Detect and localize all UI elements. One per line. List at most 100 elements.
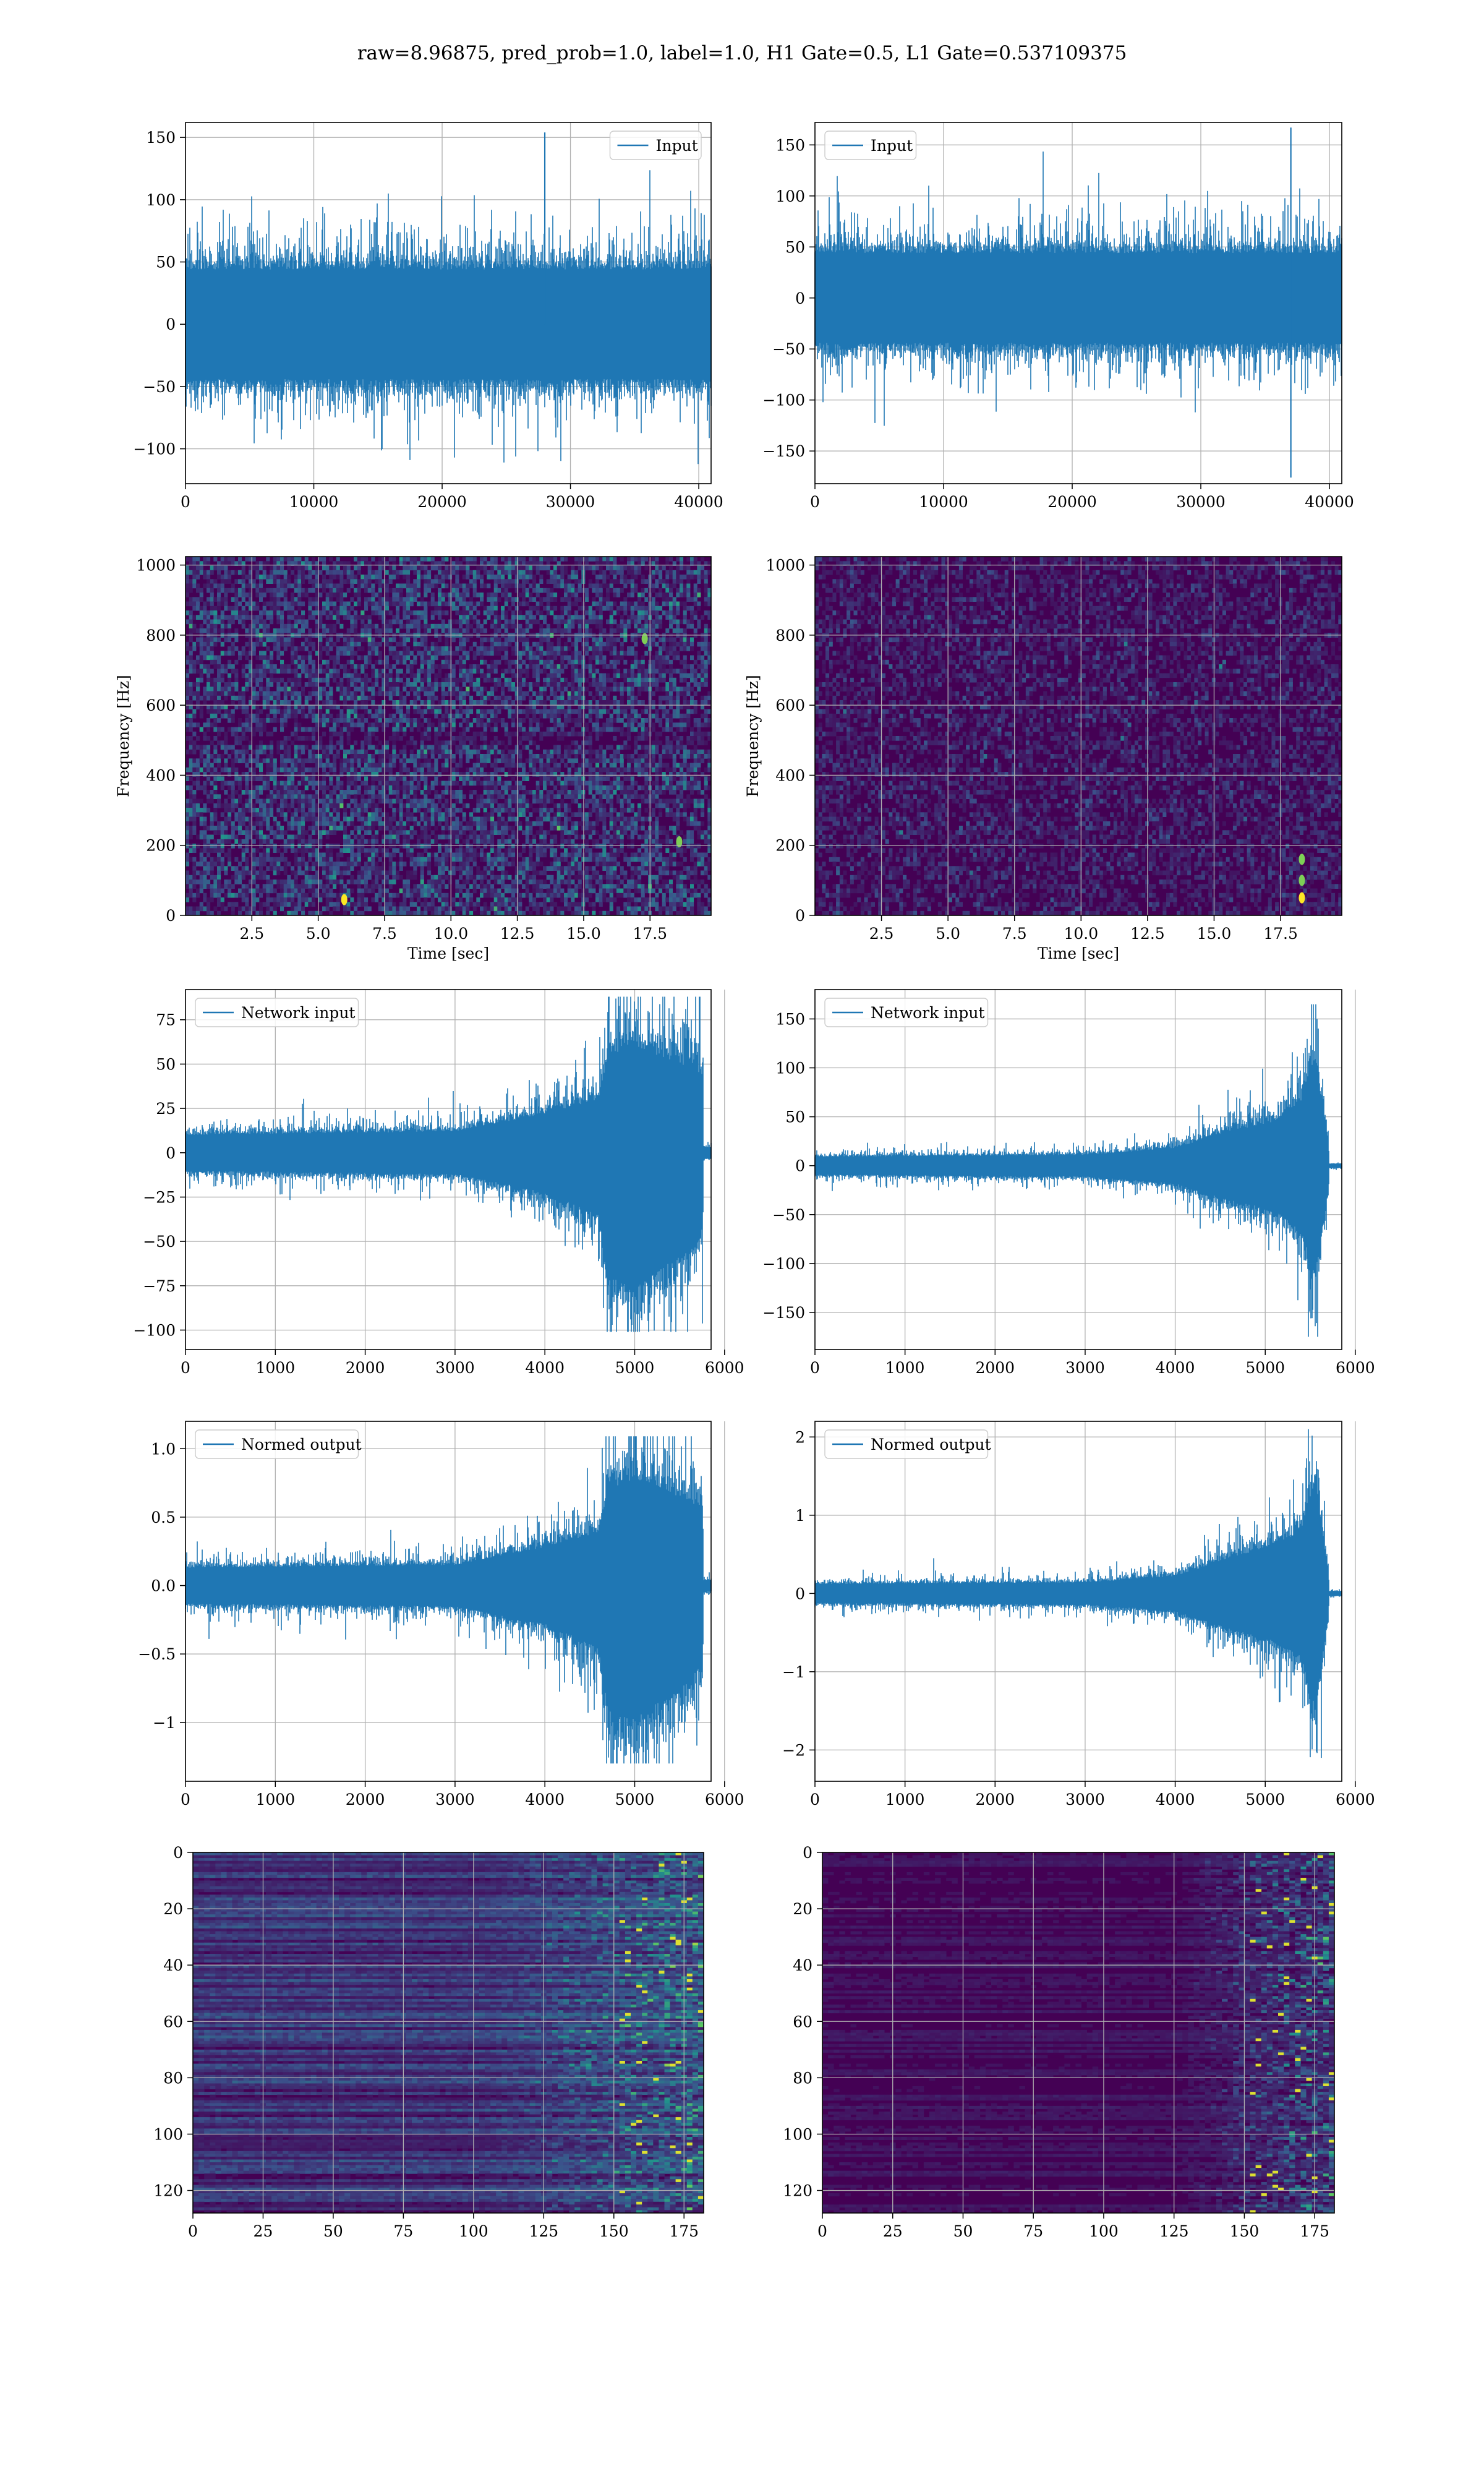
x-tick-label: 2.5 [869, 925, 894, 943]
y-tick-label: −50 [772, 340, 805, 358]
y-tick-label: 20 [163, 1900, 183, 1918]
x-tick-label: 5000 [615, 1791, 655, 1808]
y-tick-label: −100 [762, 392, 805, 409]
x-tick-label: 12.5 [1130, 925, 1165, 943]
x-tick-label: 100 [459, 2222, 488, 2240]
series-trace [186, 997, 711, 1332]
x-tick-label: 6000 [705, 1359, 744, 1377]
series-trace [186, 170, 711, 464]
y-tick-label: −100 [133, 1321, 176, 1339]
x-tick-label: 6000 [705, 1791, 744, 1808]
y-tick-label: −150 [762, 442, 805, 460]
y-tick-label: 400 [775, 766, 805, 784]
x-tick-label: 4000 [525, 1791, 565, 1808]
x-tick-label: 1000 [255, 1359, 295, 1377]
y-tick-label: −0.5 [138, 1645, 176, 1663]
x-tick-label: 0 [181, 1791, 190, 1808]
y-tick-label: −1 [782, 1663, 805, 1681]
y-tick-label: 150 [146, 129, 176, 147]
x-tick-label: 0 [181, 1359, 190, 1377]
x-tick-label: 0 [188, 2222, 198, 2240]
y-tick-label: 150 [775, 136, 805, 154]
y-tick-label: 80 [793, 2069, 812, 2087]
y-tick-label: 120 [153, 2182, 183, 2200]
y-tick-label: −50 [143, 378, 176, 396]
x-tick-label: 100 [1089, 2222, 1119, 2240]
y-tick-label: 0 [173, 1844, 183, 1862]
l1-input-chart: 0 10000 20000 30000 40000−150−100−5005010015… [762, 122, 1354, 511]
heatmap-hotspot [341, 894, 348, 905]
x-tick-label: 3000 [1065, 1359, 1105, 1377]
heatmap-hotspot [1298, 892, 1305, 904]
x-tick-label: 40000 [674, 493, 723, 511]
x-axis-label: Time [sec] [407, 944, 489, 962]
x-tick-label: 15.0 [1197, 925, 1232, 943]
series-trace [815, 152, 1342, 426]
x-tick-label: 7.5 [1002, 925, 1027, 943]
y-axis-label: Frequency [Hz] [114, 675, 132, 797]
series-trace [186, 1436, 711, 1763]
x-tick-label: 4000 [1156, 1359, 1195, 1377]
y-tick-label: 1 [795, 1507, 805, 1525]
y-tick-label: 80 [163, 2069, 183, 2087]
y-tick-label: 100 [146, 191, 176, 209]
y-tick-label: 0.0 [151, 1577, 176, 1595]
x-tick-label: 5000 [1245, 1359, 1285, 1377]
x-tick-label: 10000 [289, 493, 339, 511]
x-tick-label: 12.5 [500, 925, 535, 943]
y-tick-label: 200 [146, 837, 176, 855]
y-tick-label: −75 [143, 1277, 176, 1295]
y-tick-label: −2 [782, 1741, 805, 1759]
x-tick-label: 5000 [1245, 1791, 1285, 1808]
x-tick-label: 5000 [615, 1359, 655, 1377]
x-tick-label: 17.5 [1263, 925, 1298, 943]
y-tick-label: 0 [795, 1585, 805, 1603]
y-tick-label: 0 [166, 907, 176, 925]
x-tick-label: 30000 [546, 493, 595, 511]
x-tick-label: 3000 [1065, 1791, 1105, 1808]
legend-label: Normed output [871, 1436, 991, 1453]
h1-normed-output-chart: 0 1000 2000 3000 4000 5000 6000−1−0.50.00.51.0… [138, 1421, 744, 1808]
x-tick-label: 5.0 [306, 925, 331, 943]
y-tick-label: 25 [156, 1100, 176, 1118]
x-tick-label: 10000 [919, 493, 968, 511]
l1-network-input-chart: 0 1000 2000 3000 4000 5000 6000−150−100−500501… [762, 990, 1375, 1377]
y-tick-label: 0 [166, 315, 176, 333]
x-tick-label: 4000 [525, 1359, 565, 1377]
x-tick-label: 2000 [346, 1359, 385, 1377]
y-tick-label: 600 [146, 696, 176, 714]
x-tick-label: 3000 [435, 1359, 475, 1377]
y-tick-label: 100 [783, 2125, 812, 2143]
x-tick-label: 0 [810, 1791, 820, 1808]
x-tick-label: 7.5 [372, 925, 397, 943]
x-tick-label: 25 [883, 2222, 903, 2240]
y-tick-label: 50 [785, 238, 805, 256]
x-tick-label: 175 [669, 2222, 699, 2240]
x-tick-label: 25 [254, 2222, 273, 2240]
x-tick-label: 125 [529, 2222, 558, 2240]
x-tick-label: 1000 [255, 1791, 295, 1808]
y-tick-label: 0 [795, 289, 805, 307]
y-tick-label: 800 [775, 627, 805, 644]
y-tick-label: 100 [775, 187, 805, 205]
y-axis-label: Frequency [Hz] [744, 675, 762, 797]
y-tick-label: 50 [156, 254, 176, 272]
series-trace [815, 1004, 1342, 1337]
x-tick-label: 150 [1230, 2222, 1260, 2240]
y-tick-label: 50 [785, 1108, 805, 1126]
x-tick-label: 1000 [885, 1359, 925, 1377]
legend-label: Network input [871, 1004, 984, 1022]
figure-canvas: 0 10000 20000 30000 40000−100−50050100150 Inp… [0, 0, 1484, 2474]
y-tick-label: 600 [775, 696, 805, 714]
x-tick-label: 30000 [1176, 493, 1226, 511]
x-tick-label: 75 [393, 2222, 413, 2240]
y-tick-label: 200 [775, 837, 805, 855]
legend-label: Normed output [241, 1436, 362, 1453]
y-tick-label: 20 [793, 1900, 812, 1918]
h1-spectrogram-chart: 2.5 5.0 7.5 10.0 12.5 15.0 17.5020040060080010… [114, 557, 711, 962]
y-tick-label: 1000 [136, 557, 176, 575]
x-tick-label: 0 [817, 2222, 827, 2240]
